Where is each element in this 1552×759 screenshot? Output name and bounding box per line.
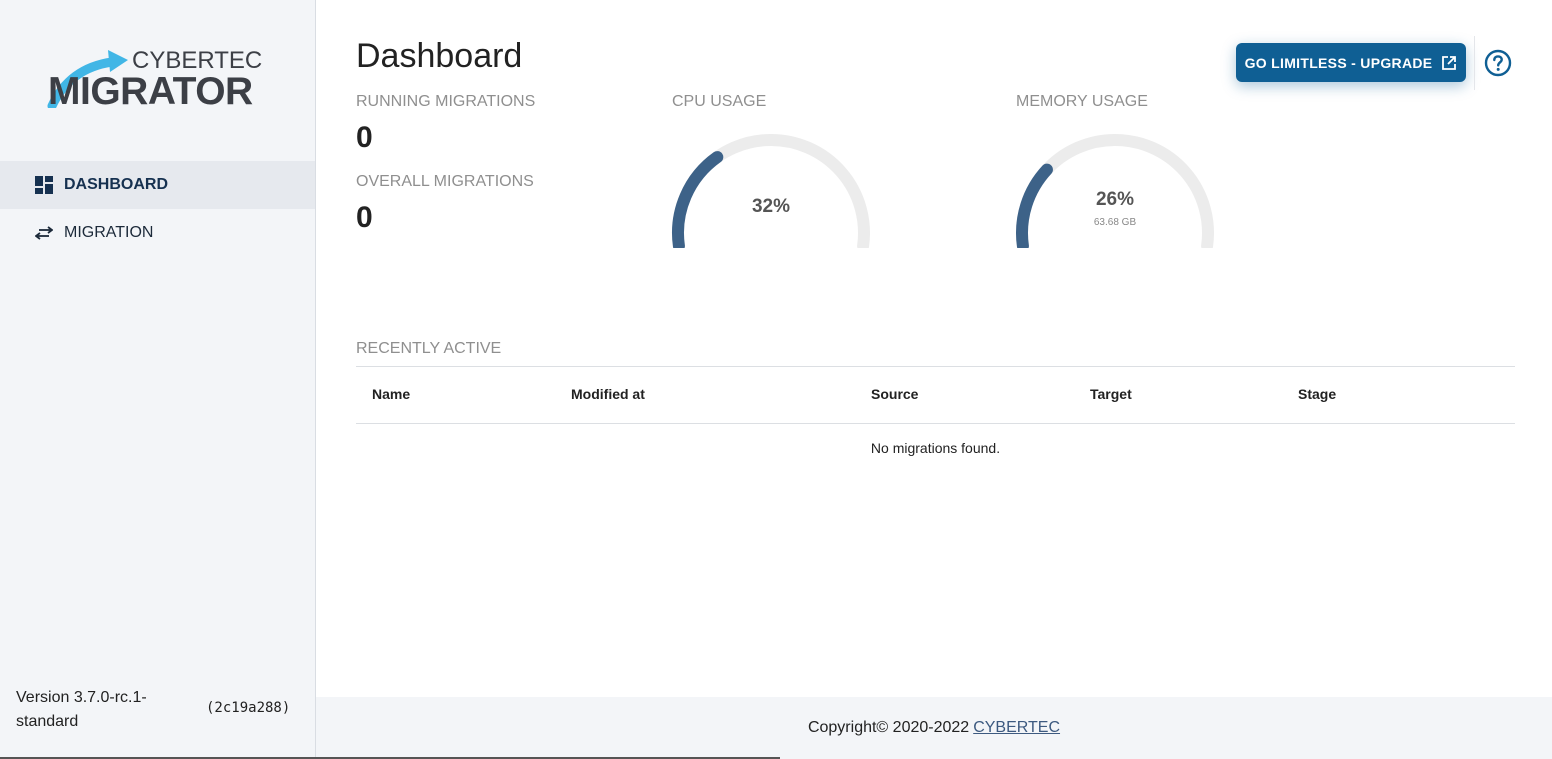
copyright-text: Copyright© 2020-2022 bbox=[807, 719, 970, 736]
logo-arrow-icon bbox=[47, 50, 128, 108]
logo-text-top: CYBERTEC bbox=[132, 47, 263, 74]
running-migrations-label: RUNNING MIGRATIONS bbox=[356, 93, 536, 110]
page-title: Dashboard bbox=[356, 37, 523, 75]
version-text: Version 3.7.0-rc.1-standard bbox=[16, 689, 147, 730]
help-circle-icon[interactable] bbox=[1484, 49, 1512, 77]
memory-usage-label: MEMORY USAGE bbox=[1016, 93, 1148, 110]
cybertec-link[interactable]: CYBERTEC bbox=[973, 719, 1061, 736]
header-divider bbox=[1474, 36, 1475, 90]
column-modified-at[interactable]: Modified at bbox=[571, 386, 645, 402]
memory-usage-sub: 63.68 GB bbox=[1093, 217, 1137, 228]
upgrade-button-label: GO LIMITLESS - UPGRADE bbox=[1244, 54, 1433, 71]
table-divider bbox=[356, 366, 1515, 367]
sidebar-nav: DASHBOARD MIGRATION bbox=[0, 161, 315, 257]
cybertec-migrator-logo[interactable]: CYBERTEC MIGRATOR bbox=[46, 48, 266, 112]
memory-gauge-fill bbox=[1016, 163, 1053, 252]
commit-hash: (2c19a288) bbox=[206, 700, 291, 716]
overall-migrations-value: 0 bbox=[356, 201, 373, 234]
logo-text-bottom: MIGRATOR bbox=[48, 70, 253, 113]
sidebar-item-dashboard[interactable]: DASHBOARD bbox=[0, 161, 315, 209]
cpu-usage-label: CPU USAGE bbox=[672, 93, 767, 110]
running-migrations-value: 0 bbox=[356, 121, 373, 154]
overall-migrations-label: OVERALL MIGRATIONS bbox=[356, 173, 534, 190]
cpu-gauge: 32% bbox=[666, 128, 876, 252]
column-stage[interactable]: Stage bbox=[1298, 386, 1337, 402]
table-header: Name Modified at Source Target Stage bbox=[356, 367, 1515, 424]
recently-active-label: RECENTLY ACTIVE bbox=[356, 340, 502, 357]
upgrade-button[interactable]: GO LIMITLESS - UPGRADE bbox=[1236, 43, 1466, 82]
main-content: Dashboard GO LIMITLESS - UPGRADE RUNNING… bbox=[316, 0, 1552, 697]
bottom-border bbox=[0, 757, 780, 759]
sidebar: CYBERTEC MIGRATOR DASHBOARD bbox=[0, 0, 316, 759]
cpu-usage-value: 32% bbox=[751, 196, 791, 217]
cpu-gauge-track bbox=[672, 133, 870, 252]
external-link-icon bbox=[1441, 55, 1457, 71]
swap-arrows-icon bbox=[34, 223, 54, 243]
cpu-gauge-fill bbox=[672, 151, 724, 252]
memory-gauge: 26% 63.68 GB bbox=[1010, 128, 1220, 252]
column-target[interactable]: Target bbox=[1090, 386, 1132, 402]
memory-usage-value: 26% bbox=[1095, 189, 1135, 210]
column-name[interactable]: Name bbox=[372, 386, 411, 402]
empty-table-message: No migrations found. bbox=[870, 440, 1001, 456]
footer: Copyright© 2020-2022 CYBERTEC bbox=[316, 697, 1552, 759]
sidebar-item-label: MIGRATION bbox=[64, 224, 154, 241]
sidebar-item-migration[interactable]: MIGRATION bbox=[0, 209, 315, 257]
dashboard-icon bbox=[34, 175, 54, 195]
sidebar-item-label: DASHBOARD bbox=[64, 176, 168, 193]
column-source[interactable]: Source bbox=[871, 386, 919, 402]
